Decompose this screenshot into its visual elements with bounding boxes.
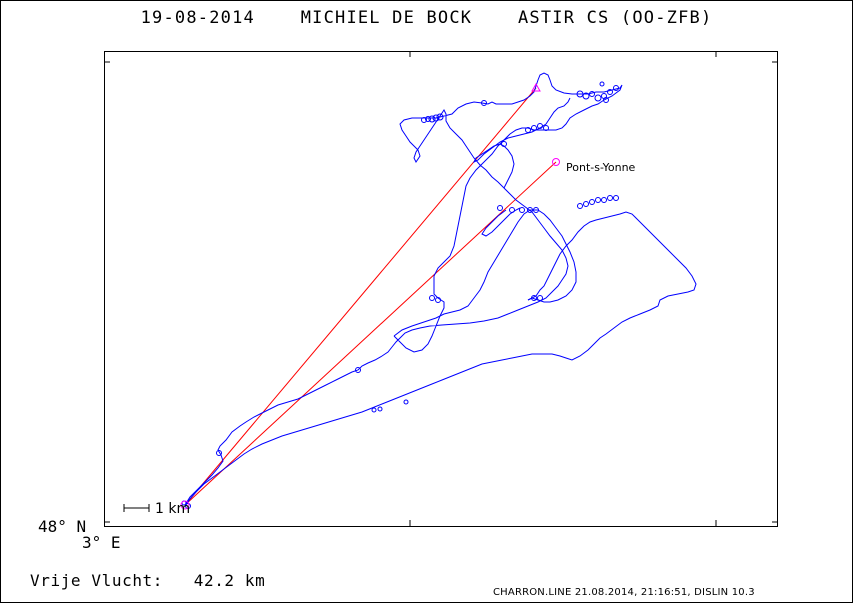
track-segment-upper — [472, 97, 571, 189]
track-segment-return — [393, 209, 577, 337]
free-flight-distance: Vrije Vlucht: 42.2 km — [30, 571, 265, 590]
scale-bar — [123, 504, 150, 512]
task-lines — [184, 87, 557, 506]
scale-label: 1 km — [155, 501, 190, 517]
start-finish-marker — [180, 500, 190, 510]
track-segment-lower-leg — [481, 207, 521, 237]
footer-source: CHARRON.LINE 21.08.2014, 21:16:51, DISLI… — [493, 587, 755, 598]
task-leg-3 — [184, 161, 557, 506]
flight-title: 19-08-2014 MICHIEL DE BOCK ASTIR CS (OO-… — [0, 8, 853, 28]
track-segment-main — [184, 72, 623, 506]
longitude-label: 3° E — [82, 533, 121, 552]
latitude-label: 48° N — [38, 517, 87, 536]
track-segment-east — [185, 211, 697, 506]
plot-frame — [104, 51, 778, 527]
turnpoint-markers — [180, 82, 560, 510]
pilot-name: MICHIEL DE BOCK — [300, 8, 473, 28]
turnpoint-circle-marker — [552, 158, 560, 166]
glider-name: ASTIR CS (OO-ZFB) — [517, 8, 713, 28]
flight-track — [181, 72, 697, 509]
distance-label: Vrije Vlucht: — [30, 571, 164, 590]
distance-value: 42.2 km — [193, 571, 266, 590]
turnpoint-label: Pont-s-Yonne — [566, 161, 636, 174]
flight-date: 19-08-2014 — [140, 8, 255, 28]
turnpoint-triangle-marker — [531, 82, 541, 92]
frame-ticks — [104, 51, 778, 526]
